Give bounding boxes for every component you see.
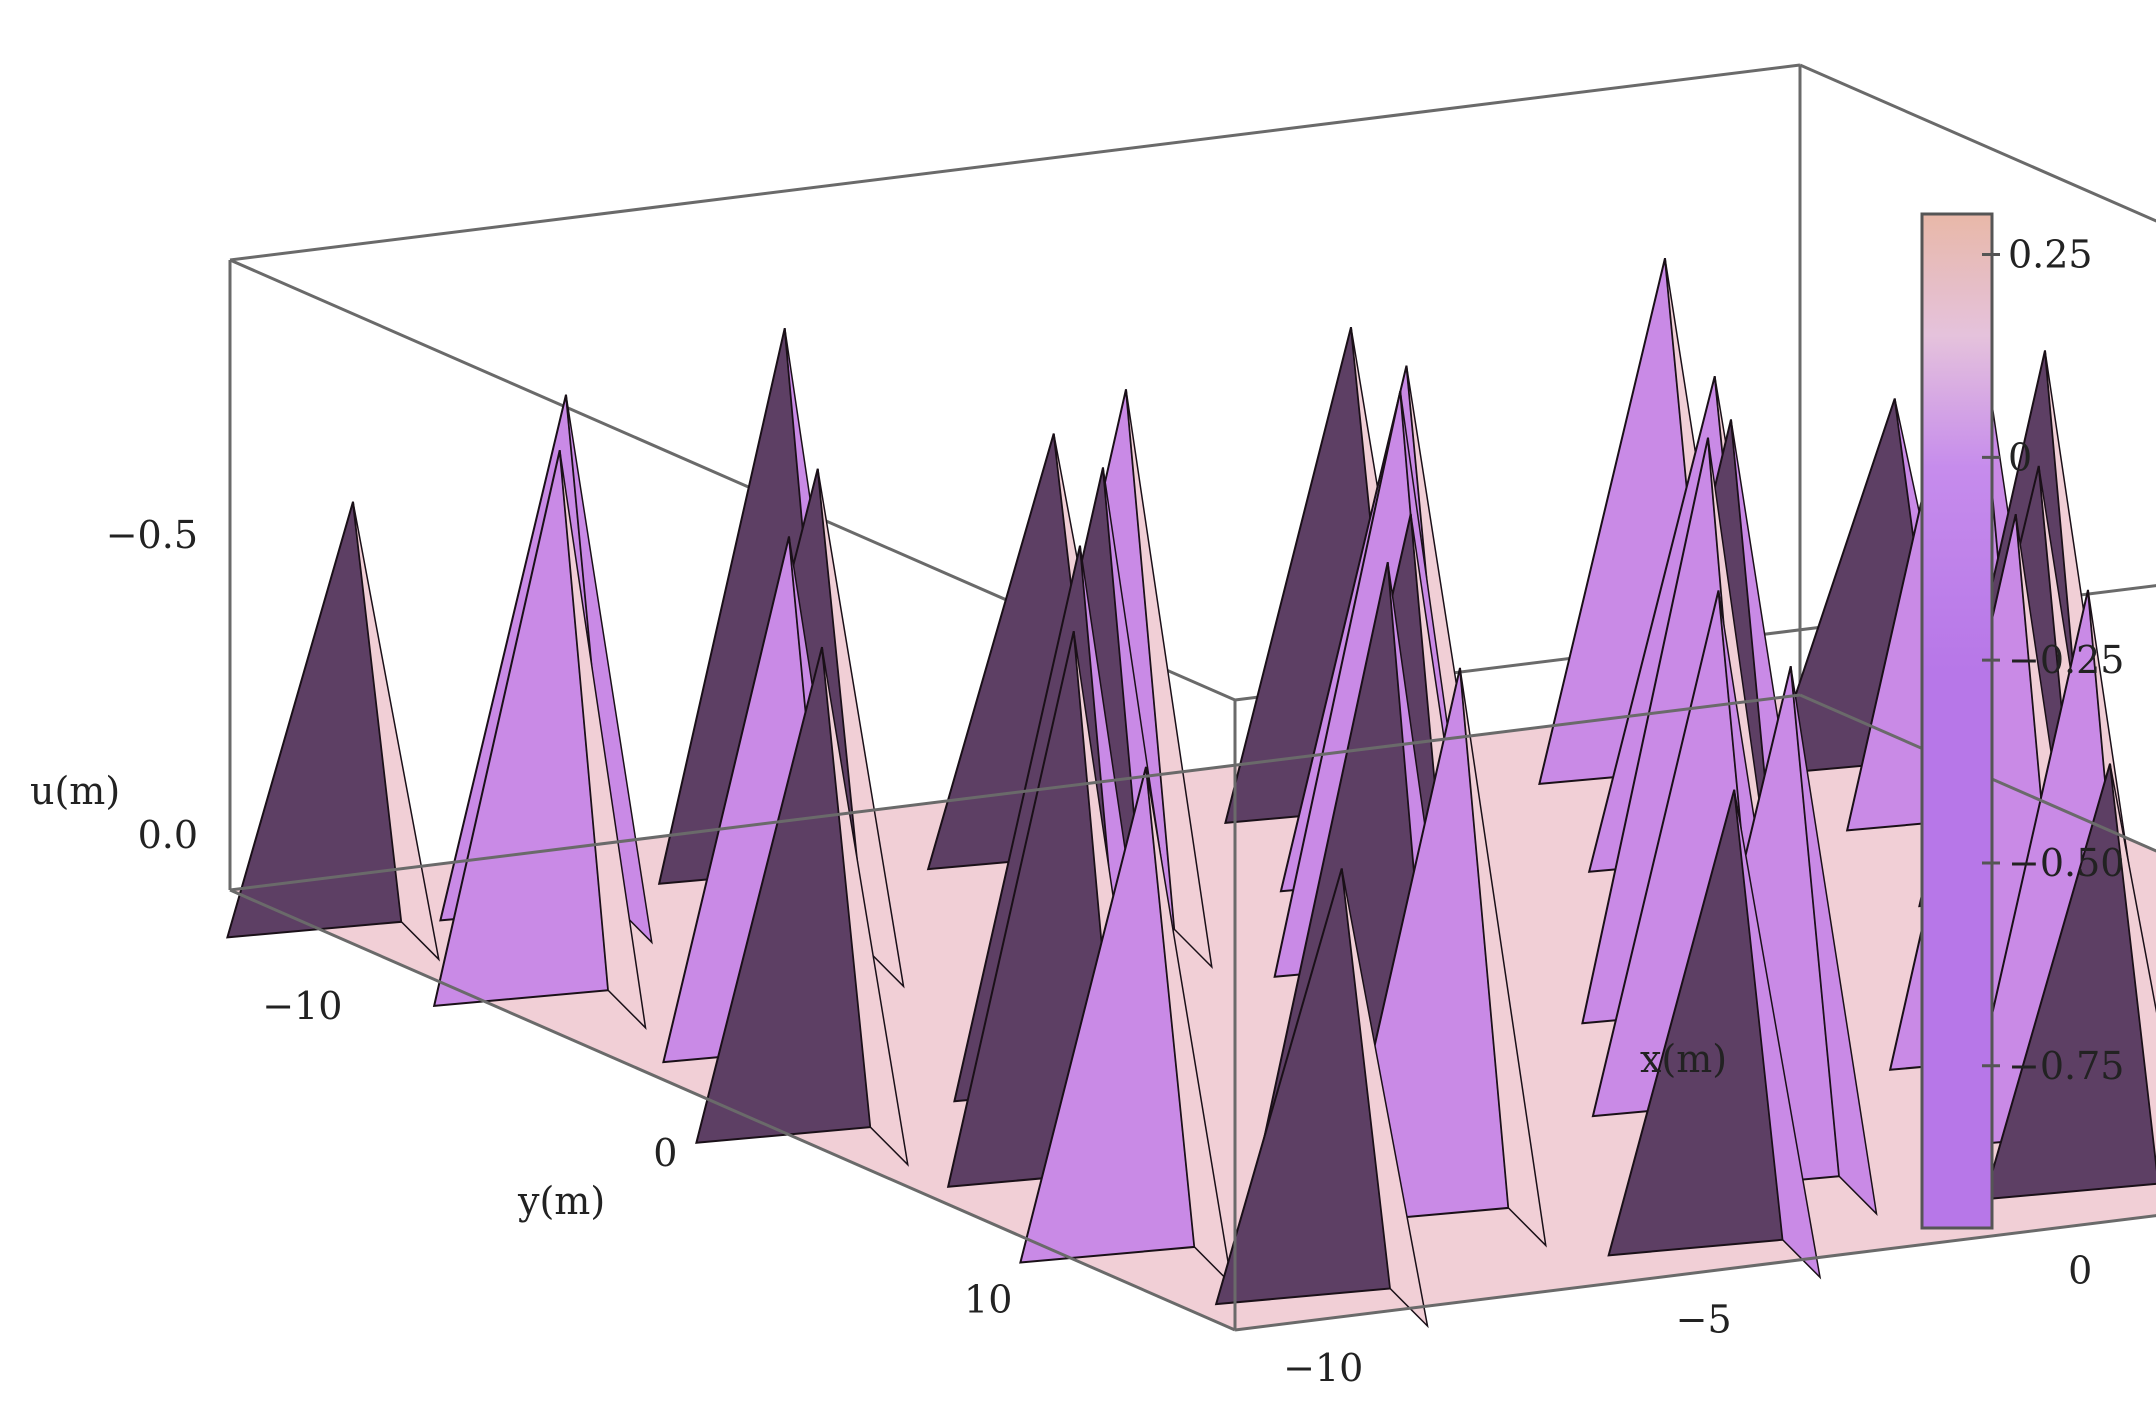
x-tick-label: 0	[2068, 1249, 2092, 1293]
colorbar-tick-label: −0.75	[2008, 1044, 2124, 1088]
surface-peak	[695, 646, 909, 1167]
y-axis-label: y(m)	[517, 1179, 605, 1223]
z-tick-label: −0.5	[106, 513, 198, 557]
z-tick-mark	[208, 830, 230, 834]
peak-face-right	[352, 501, 440, 962]
box-edge	[1234, 1214, 2156, 1332]
peak-face-right	[821, 647, 909, 1167]
peak-face-right	[817, 468, 905, 989]
box-edge	[229, 693, 1801, 892]
peak-face-right	[1125, 389, 1213, 970]
z-axis-ticks: 0.0 −0.5	[106, 513, 230, 857]
y-tick-mark	[350, 963, 397, 969]
x-tick-label: −5	[1676, 1297, 1732, 1341]
x-axis-ticks: −10−50510	[1235, 1233, 2092, 1391]
peak-face-right	[2109, 763, 2156, 1170]
surface-mesh	[226, 258, 2156, 1330]
peak-face-right	[565, 394, 653, 945]
peak-face-right	[559, 450, 647, 1030]
y-tick-label: −10	[262, 984, 342, 1028]
colorbar: 0.25 0 −0.25 −0.50 −0.75	[1920, 212, 2124, 1230]
x-tick-mark	[2020, 1233, 2050, 1246]
box-edge	[1799, 63, 2156, 223]
z-tick-mark	[208, 530, 230, 534]
colorbar-tick-label: −0.50	[2008, 841, 2124, 885]
z-tick-label: 0.0	[138, 813, 198, 857]
x-tick-label: −10	[1283, 1346, 1363, 1390]
colorbar-tick-label: 0	[2008, 435, 2032, 479]
surface-peak	[1983, 763, 2156, 1201]
peak-face-right	[1790, 666, 1878, 1216]
z-axis-label: u(m)	[30, 769, 120, 813]
y-tick-label: 10	[964, 1278, 1012, 1322]
x-axis-label: x(m)	[1640, 1037, 1727, 1081]
colorbar-ticks: 0.25 0 −0.25 −0.50 −0.75	[1982, 233, 2124, 1088]
surface-peak	[226, 501, 440, 962]
x-tick-mark	[1235, 1330, 1265, 1343]
x-tick-mark	[1628, 1281, 1658, 1294]
colorbar-tick-label: 0.25	[2008, 233, 2093, 277]
peak-face-right	[1459, 667, 1547, 1248]
surface-peak	[432, 450, 647, 1030]
peak-face-right	[1145, 766, 1233, 1287]
box-edge	[229, 888, 1236, 1332]
colorbar-tick-label: −0.25	[2008, 638, 2124, 682]
surface-peak	[1019, 766, 1233, 1287]
colorbar-strip	[1920, 212, 1994, 1230]
y-tick-label: 0	[653, 1131, 677, 1175]
y-axis-ticks: −10 0 10	[262, 963, 1012, 1322]
box-edge	[229, 63, 1801, 262]
